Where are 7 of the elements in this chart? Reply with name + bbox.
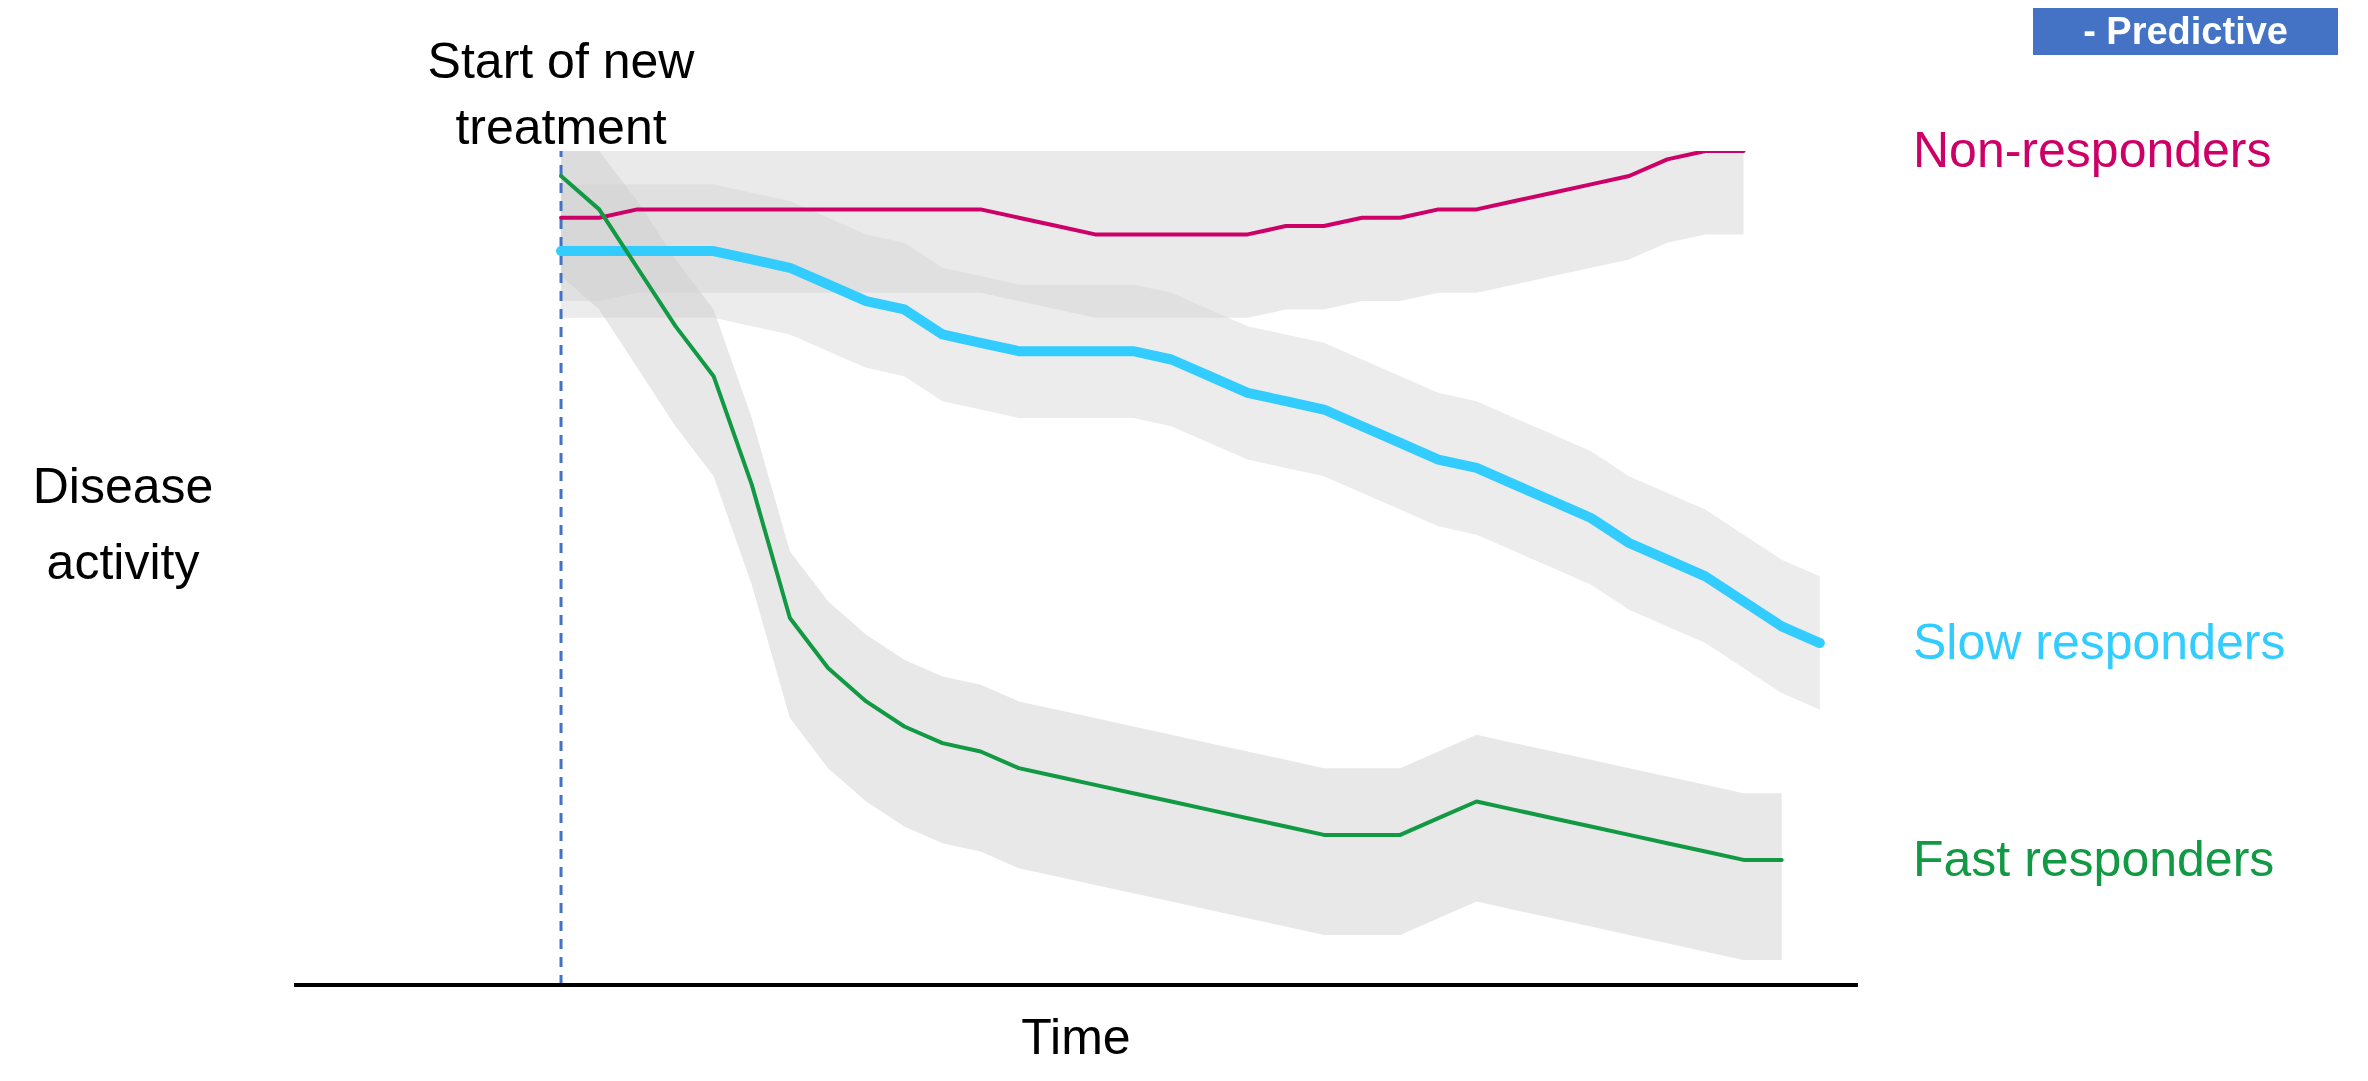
text: - Predictive: [2083, 10, 2288, 52]
x-axis-title: Time: [1021, 1009, 1131, 1065]
annotation: Start of new treatment: [427, 33, 695, 155]
series-label: Slow responders: [1913, 614, 2286, 671]
text: Non-responders: [1913, 122, 2272, 178]
y-axis-title: Disease activity: [32, 458, 214, 590]
text: Fast responders: [1913, 830, 2275, 887]
